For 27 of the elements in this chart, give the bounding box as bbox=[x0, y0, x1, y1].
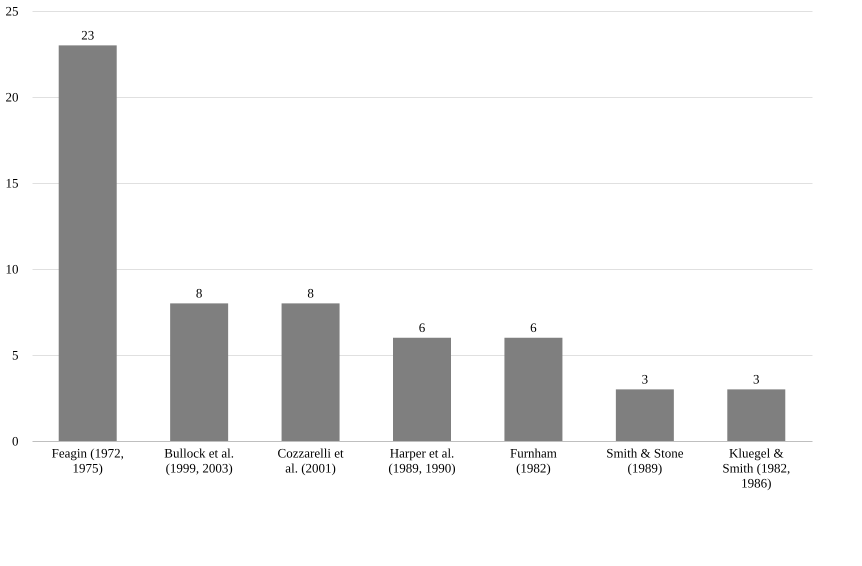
y-tick-label: 0 bbox=[12, 434, 18, 448]
data-label: 3 bbox=[642, 371, 648, 386]
data-label: 6 bbox=[530, 320, 538, 335]
y-tick-label: 25 bbox=[6, 4, 18, 18]
data-label: 6 bbox=[418, 320, 426, 335]
data-label: 8 bbox=[307, 285, 314, 300]
x-tick-label: Kluegel & Smith (1982, 1986) bbox=[722, 446, 790, 490]
data-label: 23 bbox=[81, 27, 94, 42]
x-tick-label: Furnham (1982) bbox=[510, 446, 557, 476]
bar bbox=[58, 45, 117, 441]
bar bbox=[282, 303, 340, 441]
bar bbox=[170, 303, 228, 441]
x-tick-label: Harper et al. (1989, 1990) bbox=[388, 446, 456, 476]
bar bbox=[616, 389, 674, 441]
x-tick-label: Smith & Stone (1989) bbox=[606, 446, 684, 476]
y-tick-label: 5 bbox=[12, 348, 18, 362]
x-tick-label: Cozzarelli et al. (2001) bbox=[278, 446, 344, 476]
data-label: 8 bbox=[196, 285, 202, 300]
bar bbox=[727, 389, 786, 441]
data-label: 3 bbox=[753, 371, 760, 386]
bar bbox=[393, 338, 451, 441]
y-tick-label: 15 bbox=[6, 176, 18, 190]
y-tick-label: 20 bbox=[6, 90, 18, 104]
x-tick-label: Feagin (1972, 1975) bbox=[52, 446, 124, 476]
bar bbox=[504, 338, 562, 441]
x-tick-label: Bullock et al. (1999, 2003) bbox=[164, 446, 234, 476]
y-tick-label: 10 bbox=[6, 262, 18, 276]
